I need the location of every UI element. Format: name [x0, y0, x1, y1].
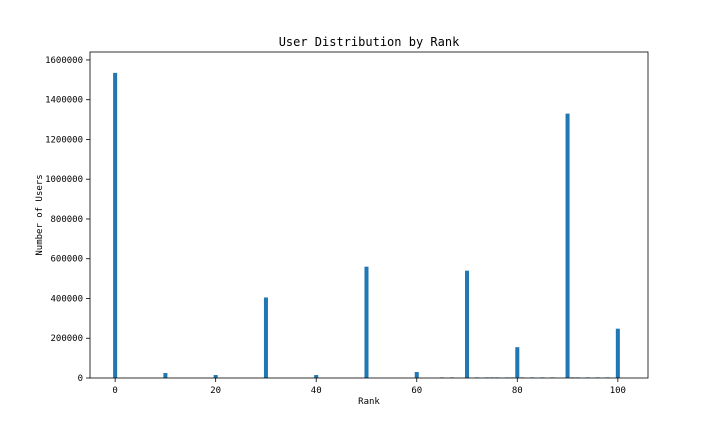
y-tick-label: 200000 — [50, 334, 83, 344]
bar-rank-80 — [515, 347, 520, 378]
chart-title: User Distribution by Rank — [279, 35, 460, 49]
y-tick-label: 1400000 — [45, 96, 83, 106]
x-tick-label: 80 — [512, 386, 523, 396]
bar-rank-50 — [364, 266, 369, 378]
bar-rank-100 — [615, 328, 620, 378]
y-tick-label: 600000 — [50, 255, 83, 265]
y-tick-label: 0 — [78, 374, 83, 384]
x-tick-label: 60 — [411, 386, 422, 396]
bar-rank-90 — [565, 113, 570, 379]
x-tick-label: 40 — [311, 386, 322, 396]
x-tick-label: 0 — [112, 386, 117, 396]
y-axis-ticks: 0 200000 400000 600000 800000 1000000 1200000 1… — [45, 56, 90, 384]
y-tick-label: 400000 — [50, 294, 83, 304]
bar-rank-40 — [314, 375, 319, 378]
x-axis-ticks: 0 20 40 60 80 100 — [112, 378, 626, 396]
bars-group — [113, 72, 620, 379]
bar-rank-30 — [263, 297, 268, 378]
y-tick-label: 1600000 — [45, 56, 83, 66]
y-tick-label: 1000000 — [45, 175, 83, 185]
y-tick-label: 800000 — [50, 215, 83, 225]
bar-rank-10 — [163, 373, 168, 378]
bar-rank-20 — [213, 375, 218, 378]
x-axis-label: Rank — [358, 397, 380, 407]
y-axis-label: Number of Users — [35, 174, 45, 255]
x-tick-label: 100 — [610, 386, 626, 396]
x-tick-label: 20 — [210, 386, 221, 396]
plot-frame — [89, 51, 649, 379]
y-tick-label: 1200000 — [45, 135, 83, 145]
bar-rank-70 — [465, 270, 470, 378]
bar-rank-60 — [414, 372, 419, 378]
bar-rank-0 — [113, 72, 118, 379]
